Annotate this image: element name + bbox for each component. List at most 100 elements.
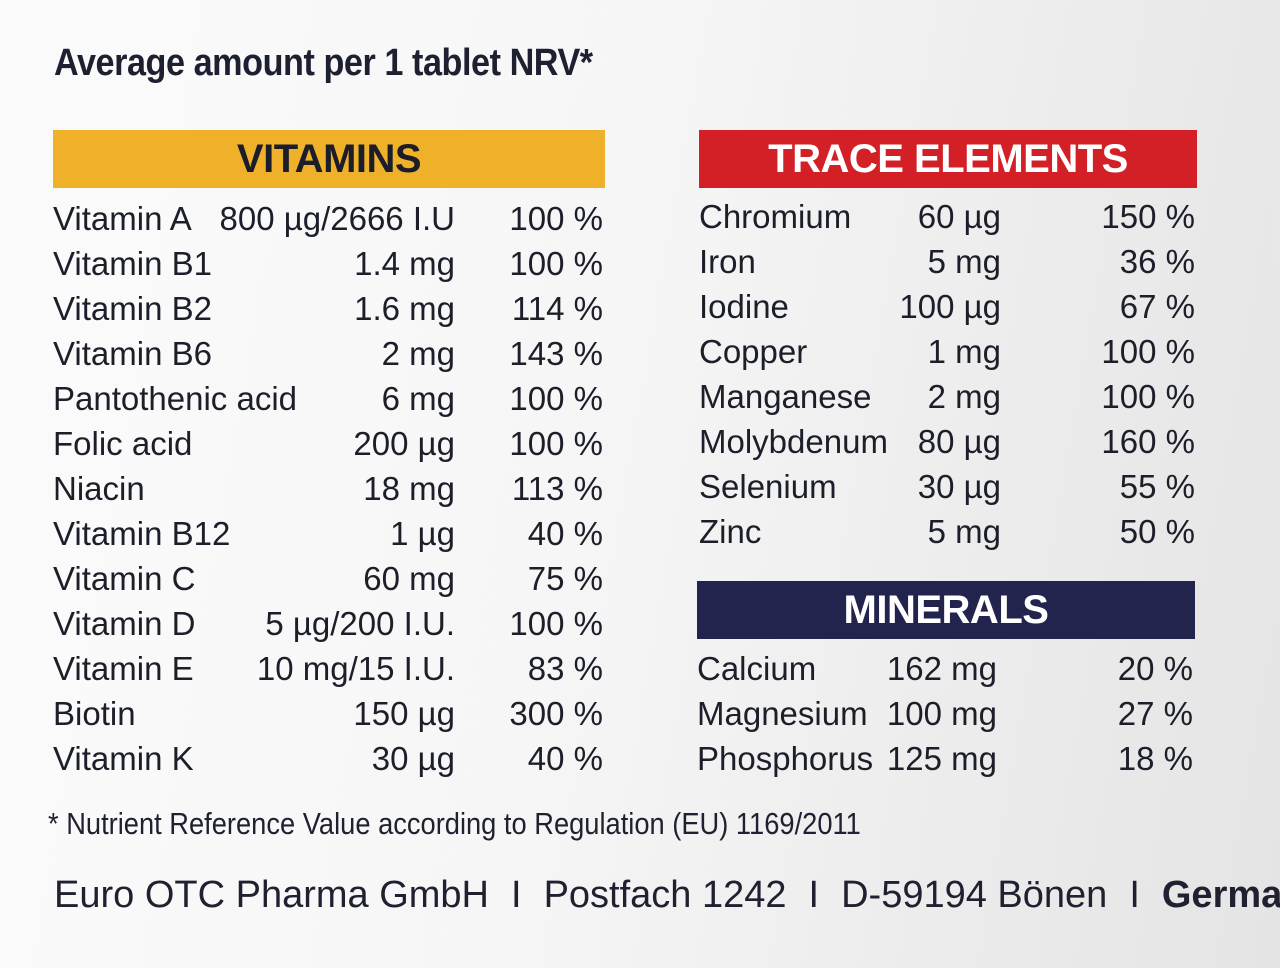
nutrient-amount: 5 µg/200 I.U.	[265, 605, 455, 642]
nutrient-nrv: 300 %	[509, 695, 603, 732]
nutrient-nrv: 100 %	[509, 200, 603, 237]
nutrient-name: Vitamin A	[53, 200, 192, 237]
nutrient-row: Magnesium 100 mg 27 %	[697, 691, 1195, 736]
nutrient-nrv: 100 %	[509, 425, 603, 462]
nutrient-nrv: 100 %	[1101, 378, 1195, 415]
nutrient-name: Vitamin B6	[53, 335, 212, 372]
nutrient-name: Vitamin C	[53, 560, 196, 597]
nutrient-amount: 30 µg	[917, 468, 1001, 505]
vitamins-table: Vitamin A 800 µg/2666 I.U 100 % Vitamin B1 1…	[53, 196, 605, 781]
nutrient-name: Manganese	[699, 378, 872, 415]
nutrient-nrv: 100 %	[509, 245, 603, 282]
nutrient-row: Pantothenic acid 6 mg 100 %	[53, 376, 605, 421]
nutrient-nrv: 83 %	[527, 650, 603, 687]
nutrient-name: Pantothenic acid	[53, 380, 298, 417]
nutrient-amount: 100 mg	[886, 695, 997, 732]
nutrient-amount: 125 mg	[886, 740, 997, 777]
nutrient-row: Selenium 30 µg 55 %	[699, 464, 1197, 509]
nrv-footnote: * Nutrient Reference Value according to …	[48, 806, 861, 841]
nutrient-name: Iron	[699, 243, 756, 280]
nutrient-row: Chromium 60 µg 150 %	[699, 194, 1197, 239]
nutrient-nrv: 75 %	[527, 560, 603, 597]
nutrient-amount: 18 mg	[363, 470, 455, 507]
nutrient-row: Molybdenum 80 µg 160 %	[699, 419, 1197, 464]
nutrient-nrv: 50 %	[1119, 513, 1195, 550]
nutrient-amount: 60 µg	[917, 198, 1001, 235]
trace-elements-header: TRACE ELEMENTS	[699, 130, 1197, 188]
nutrient-name: Phosphorus	[697, 740, 874, 777]
footer-separator: I	[511, 874, 522, 916]
nutrient-name: Copper	[699, 333, 808, 370]
nutrient-name: Vitamin B2	[53, 290, 212, 327]
nutrient-nrv: 67 %	[1119, 288, 1195, 325]
nutrient-amount: 1.6 mg	[354, 290, 455, 327]
nutrient-row: Phosphorus 125 mg 18 %	[697, 736, 1195, 781]
nutrient-row: Vitamin K 30 µg 40 %	[53, 736, 605, 781]
nutrient-row: Copper 1 mg 100 %	[699, 329, 1197, 374]
nutrient-row: Zinc 5 mg 50 %	[699, 509, 1197, 554]
nutrient-name: Zinc	[699, 513, 762, 550]
city: D-59194 Bönen	[841, 874, 1108, 916]
nutrient-amount: 10 mg/15 I.U.	[256, 650, 455, 687]
page-heading: Average amount per 1 tablet NRV*	[54, 42, 593, 84]
nutrient-nrv: 114 %	[511, 290, 603, 327]
nutrient-amount: 6 mg	[381, 380, 455, 417]
minerals-table: Calcium 162 mg 20 % Magnesium 100 mg 27 % Phos…	[697, 646, 1195, 781]
nutrient-nrv: 27 %	[1117, 695, 1193, 732]
nutrient-amount: 200 µg	[353, 425, 455, 462]
nutrient-name: Vitamin B1	[53, 245, 212, 282]
nutrient-row: Iodine 100 µg 67 %	[699, 284, 1197, 329]
nutrient-nrv: 55 %	[1119, 468, 1195, 505]
manufacturer-footer: Euro OTC Pharma GmbH I Postfach 1242 I D-591…	[54, 874, 1280, 917]
nutrient-amount: 2 mg	[927, 378, 1001, 415]
nutrient-row: Vitamin B12 1 µg 40 %	[53, 511, 605, 556]
nutrient-row: Manganese 2 mg 100 %	[699, 374, 1197, 419]
nutrient-name: Biotin	[53, 695, 136, 732]
nutrient-amount: 1 µg	[390, 515, 455, 552]
nutrient-row: Folic acid 200 µg 100 %	[53, 421, 605, 466]
nutrient-name: Selenium	[699, 468, 837, 505]
nutrient-nrv: 100 %	[1101, 333, 1195, 370]
minerals-header: MINERALS	[697, 581, 1195, 639]
nutrient-amount: 1 mg	[927, 333, 1001, 370]
vitamins-header: VITAMINS	[53, 130, 605, 188]
nutrient-row: Calcium 162 mg 20 %	[697, 646, 1195, 691]
nutrient-row: Vitamin B6 2 mg 143 %	[53, 331, 605, 376]
nutrient-row: Vitamin B2 1.6 mg 114 %	[53, 286, 605, 331]
footer-separator: I	[808, 874, 820, 916]
nutrient-name: Vitamin E	[53, 650, 194, 687]
nutrient-name: Folic acid	[53, 425, 193, 462]
nutrient-amount: 162 mg	[886, 650, 997, 687]
nutrient-name: Vitamin K	[53, 740, 194, 777]
nutrient-name: Molybdenum	[699, 423, 888, 460]
nutrient-amount: 5 mg	[927, 243, 1001, 280]
footer-separator: I	[1129, 874, 1140, 916]
nutrient-row: Vitamin A 800 µg/2666 I.U 100 %	[53, 196, 605, 241]
nutrient-amount: 30 µg	[371, 740, 455, 777]
trace-elements-table: Chromium 60 µg 150 % Iron 5 mg 36 % Iodine 100 …	[699, 194, 1197, 554]
nutrient-name: Niacin	[53, 470, 145, 507]
nutrient-name: Vitamin B12	[53, 515, 231, 552]
nutrient-row: Niacin 18 mg 113 %	[53, 466, 605, 511]
nutrient-amount: 2 mg	[381, 335, 455, 372]
po-box: Postfach 1242	[543, 874, 787, 916]
nutrient-nrv: 100 %	[509, 605, 603, 642]
nutrient-nrv: 150 %	[1101, 198, 1195, 235]
nutrient-row: Vitamin D 5 µg/200 I.U. 100 %	[53, 601, 605, 646]
nutrient-nrv: 113 %	[511, 470, 603, 507]
nutrient-row: Iron 5 mg 36 %	[699, 239, 1197, 284]
nutrient-name: Calcium	[697, 650, 817, 687]
nutrient-row: Biotin 150 µg 300 %	[53, 691, 605, 736]
nutrient-nrv: 143 %	[509, 335, 603, 372]
nutrient-nrv: 40 %	[527, 515, 603, 552]
nutrient-amount: 60 mg	[363, 560, 455, 597]
nutrient-nrv: 36 %	[1119, 243, 1195, 280]
company-name: Euro OTC Pharma GmbH	[54, 874, 489, 916]
nutrient-row: Vitamin B1 1.4 mg 100 %	[53, 241, 605, 286]
nutrient-nrv: 160 %	[1101, 423, 1195, 460]
nutrient-amount: 80 µg	[917, 423, 1001, 460]
country: Germany	[1161, 874, 1280, 916]
nutrient-name: Chromium	[699, 198, 852, 235]
nutrient-nrv: 40 %	[527, 740, 603, 777]
nutrient-nrv: 100 %	[509, 380, 603, 417]
